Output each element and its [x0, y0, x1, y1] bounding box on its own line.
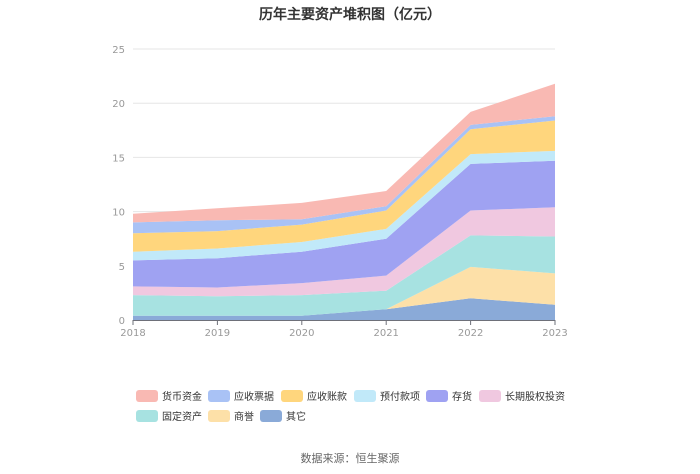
legend-item[interactable]: 其它: [260, 408, 306, 423]
legend-label: 应收账款: [307, 392, 347, 403]
legend-label: 其它: [286, 412, 306, 423]
legend-item[interactable]: 应收账款: [281, 388, 347, 403]
legend-swatch: [479, 389, 501, 402]
area-2[interactable]: [133, 235, 555, 316]
legend-item[interactable]: 长期股权投资: [479, 388, 565, 403]
area-1[interactable]: [133, 266, 555, 316]
x-tick-label: 2018: [120, 328, 145, 339]
legend-item[interactable]: 预付款项: [354, 388, 420, 403]
legend-item[interactable]: 货币资金: [136, 388, 202, 403]
legend-label: 长期股权投资: [505, 392, 565, 403]
legend-swatch: [354, 389, 376, 402]
y-tick-label: 10: [112, 208, 125, 219]
legend-swatch: [281, 389, 303, 402]
x-tick-label: 2022: [458, 328, 483, 339]
legend-item[interactable]: 应收票据: [208, 388, 274, 403]
area-4[interactable]: [133, 160, 555, 288]
area-3[interactable]: [133, 207, 555, 297]
y-tick-label: 25: [112, 45, 125, 56]
legend-item[interactable]: 固定资产: [136, 408, 202, 423]
legend-swatch: [208, 409, 230, 422]
area-7[interactable]: [133, 116, 555, 234]
legend-label: 应收票据: [234, 392, 274, 403]
y-tick-label: 5: [119, 262, 125, 273]
legend-swatch: [208, 389, 230, 402]
y-tick-label: 15: [112, 153, 125, 164]
area-5[interactable]: [133, 150, 555, 261]
legend-swatch: [426, 389, 448, 402]
x-tick-label: 2020: [289, 328, 314, 339]
legend-label: 固定资产: [162, 412, 202, 423]
legend-label: 货币资金: [162, 392, 202, 403]
area-0[interactable]: [133, 298, 555, 320]
x-tick-label: 2021: [373, 328, 398, 339]
y-tick-label: 0: [119, 316, 125, 327]
chart-title: 历年主要资产堆积图（亿元）: [259, 7, 441, 23]
axes: 0 5 10 15 20 25 2018 2019 2020 2021 2022 2023: [112, 45, 567, 339]
legend-item[interactable]: 存货: [426, 388, 472, 403]
legend-label: 存货: [452, 392, 472, 403]
legend-swatch: [136, 409, 158, 422]
legend-swatch: [136, 389, 158, 402]
legend-item[interactable]: 商誉: [208, 408, 254, 423]
x-tick-label: 2019: [205, 328, 230, 339]
legend-label: 商誉: [234, 412, 254, 423]
legend-label: 预付款项: [380, 392, 420, 403]
y-tick-label: 20: [112, 99, 125, 110]
x-tick-label: 2023: [542, 328, 567, 339]
area-series: [133, 83, 555, 320]
legend-swatch: [260, 409, 282, 422]
area-6[interactable]: [133, 120, 555, 252]
data-source-note: 数据来源：恒生聚源: [300, 452, 400, 465]
